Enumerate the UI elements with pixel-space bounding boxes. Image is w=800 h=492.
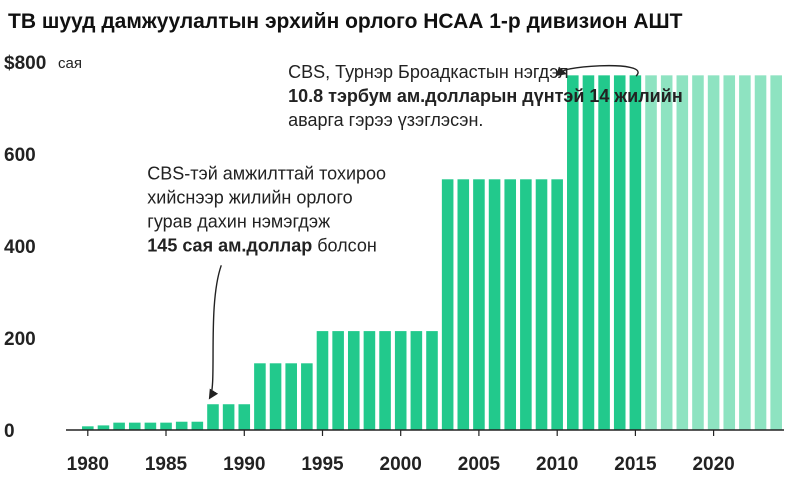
x-tick-label-1995: 1995: [301, 454, 344, 475]
bar-1992: [269, 363, 282, 430]
bar-1989: [222, 404, 235, 430]
bar-1998: [363, 331, 376, 430]
bar-2017: [660, 75, 673, 430]
x-tick-label-2005: 2005: [458, 454, 501, 475]
bar-2008: [520, 179, 532, 430]
bar-2022: [739, 75, 751, 430]
annotation-1: CBS-тэй амжилттай тохироо хийснээр жилийн…: [147, 163, 386, 255]
annotation-2-text: 10.8 тэрбум ам.долларын дүнтэй 14 жилийн: [288, 86, 683, 106]
bars: [82, 75, 782, 430]
x-tick-label-1990: 1990: [223, 454, 265, 475]
y-unit-label: сая: [58, 55, 82, 72]
bar-1993: [285, 363, 297, 430]
x-tick-label-1980: 1980: [67, 454, 109, 475]
bar-1997: [347, 331, 360, 430]
bar-2007: [504, 179, 517, 430]
bar-1984: [144, 422, 157, 430]
bar-1995: [316, 331, 329, 430]
bar-2000: [394, 331, 407, 430]
annotation-1-arrow: [208, 265, 222, 400]
bar-2023: [754, 75, 767, 430]
annotation-2-text: CBS, Турнэр Броадкастын нэгдэл: [288, 62, 569, 82]
bar-1986: [175, 421, 188, 430]
bar-2001: [410, 331, 423, 430]
chart-title: ТВ шууд дамжуулалтын эрхийн орлого НСАА …: [8, 10, 683, 33]
bar-2002: [426, 331, 438, 430]
bar-2015: [629, 75, 642, 430]
bar-2003: [441, 179, 454, 430]
y-tick-label-400: 400: [4, 237, 36, 258]
bar-2016: [645, 75, 657, 430]
bar-1985: [160, 422, 172, 430]
annotation-1-text: гурав дахин нэмэгдэж: [147, 211, 330, 231]
annotations: CBS-тэй амжилттай тохироо хийснээр жилийн…: [147, 62, 683, 400]
bar-2021: [723, 75, 736, 430]
bar-2011: [567, 75, 579, 430]
x-tick-label-2010: 2010: [536, 454, 578, 475]
annotation-2-text: аварга гэрээ үзэглэсэн.: [288, 110, 483, 130]
y-tick-label-800: $800: [4, 53, 46, 74]
annotation-2: CBS, Турнэр Броадкастын нэгдэл 10.8 тэрбу…: [288, 62, 683, 130]
bar-2012: [582, 75, 595, 430]
bar-2013: [598, 75, 610, 430]
annotation-1-text: болсон: [312, 235, 377, 255]
y-tick-label-600: 600: [4, 145, 36, 166]
y-tick-label-200: 200: [4, 329, 36, 350]
bar-2019: [692, 75, 704, 430]
annotation-1-text: CBS-тэй амжилттай тохироо: [147, 163, 386, 183]
bar-2020: [707, 75, 720, 430]
bar-1990: [238, 404, 251, 430]
annotation-1-text: 145 сая ам.доллар: [147, 235, 312, 255]
bar-2005: [473, 179, 485, 430]
y-tick-label-0: 0: [4, 421, 15, 442]
x-tick-label-2020: 2020: [692, 454, 734, 475]
bar-1994: [301, 363, 313, 430]
y-axis: 0 200 400 600 $800 сая: [4, 53, 82, 442]
x-tick-label-1985: 1985: [145, 454, 188, 475]
bar-1991: [254, 363, 266, 430]
bar-1996: [332, 331, 344, 430]
bar-2004: [457, 179, 470, 430]
bar-2006: [488, 179, 501, 430]
bar-2014: [613, 75, 626, 430]
bar-1999: [379, 331, 391, 430]
bar-1987: [191, 421, 204, 430]
bar-1981: [97, 425, 110, 430]
bar-2018: [676, 75, 689, 430]
bar-2010: [551, 179, 563, 430]
bar-1980: [82, 426, 94, 430]
x-tick-label-2000: 2000: [380, 454, 422, 475]
bar-1988: [207, 404, 219, 430]
bar-2024: [770, 75, 782, 430]
bar-1982: [113, 422, 125, 430]
bar-1983: [128, 422, 141, 430]
annotation-2-arrow: [556, 64, 639, 77]
x-axis: 1980 1985 1990 1995 2000 2005 2010 2015 2020: [67, 430, 735, 475]
x-tick-label-2015: 2015: [614, 454, 657, 475]
annotation-1-text: хийснээр жилийн орлого: [147, 187, 352, 207]
bar-2009: [535, 179, 548, 430]
